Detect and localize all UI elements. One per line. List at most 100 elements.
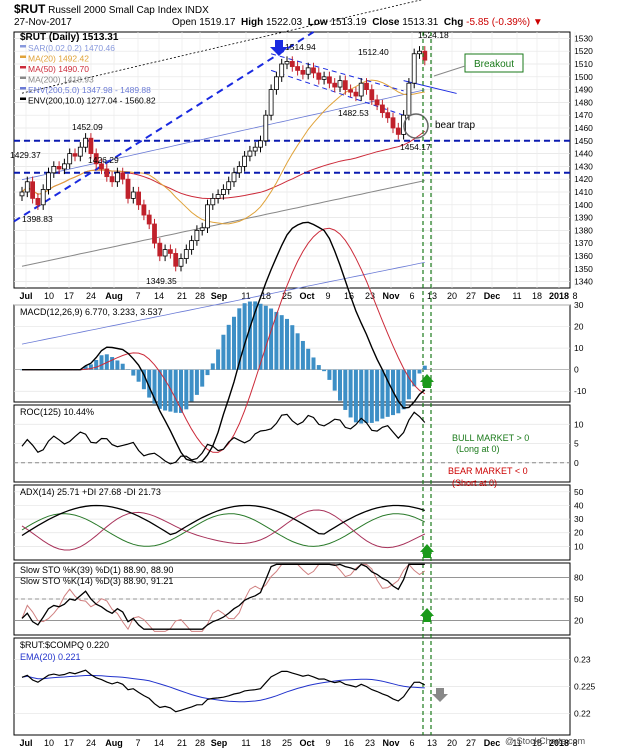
- down-arrow-icon: ▼: [532, 17, 543, 28]
- y-tick-label: 30: [574, 514, 584, 524]
- candle-body: [199, 227, 205, 231]
- macd-hist-bar: [274, 311, 279, 370]
- minus-di-line: [21, 509, 426, 551]
- macd-hist-bar: [295, 333, 300, 370]
- candle-body: [141, 204, 147, 216]
- legend-label: MA(50) 1490.70: [28, 64, 89, 74]
- x-tick-label: 9: [325, 291, 330, 301]
- exchange: INDX: [184, 5, 209, 16]
- macd-hist-bar: [88, 364, 93, 370]
- macd-hist-bar: [110, 357, 115, 370]
- price-annotation: 1426.29: [88, 155, 119, 165]
- candle-body: [289, 61, 295, 67]
- panel-frame-3: [13, 484, 571, 561]
- y-tick-label: 0.225: [574, 682, 596, 692]
- candle-body: [247, 150, 253, 157]
- y-tick-label: 20: [574, 322, 584, 332]
- candle-body: [162, 249, 168, 257]
- x-tick-label: Dec: [484, 291, 501, 301]
- x-tick-label: 11: [241, 738, 250, 748]
- macd-hist-bar: [348, 369, 353, 418]
- y-tick-label: 1390: [574, 213, 593, 223]
- candle-body: [374, 99, 380, 106]
- candle-body: [342, 80, 348, 90]
- macd-hist-bar: [422, 365, 427, 370]
- x-tick-label: 8: [572, 738, 577, 748]
- legend-swatch: [20, 76, 26, 79]
- candle-body: [379, 104, 385, 114]
- candle-body: [252, 146, 258, 152]
- candle-body: [46, 172, 51, 190]
- macd-hist-bar: [221, 334, 226, 370]
- macd-hist-bar: [189, 369, 194, 402]
- x-tick-label: 11: [512, 738, 521, 748]
- x-tick-label: 23: [365, 738, 375, 748]
- macd-hist-bar: [332, 369, 337, 391]
- macd-hist-bar: [131, 369, 136, 376]
- macd-hist-bar: [359, 369, 364, 424]
- candle-body: [231, 172, 237, 183]
- macd-hist-bar: [343, 369, 348, 410]
- candle-body: [72, 153, 78, 157]
- x-tick-label: 14: [154, 291, 164, 301]
- bear-market-note: BEAR MARKET < 0: [448, 466, 528, 476]
- roc-line: [21, 411, 426, 465]
- y-tick-label: 1370: [574, 238, 593, 248]
- price-annotation: 1514.94: [285, 42, 316, 52]
- y-tick-label: 0.22: [574, 708, 591, 718]
- legend-swatch: [20, 55, 26, 58]
- x-tick-label: Sep: [211, 738, 228, 748]
- candle-body: [321, 76, 327, 80]
- candle-body: [337, 80, 343, 88]
- macd-hist-bar: [316, 365, 321, 370]
- legend-swatch: [20, 97, 26, 100]
- x-tick-label: 8: [572, 291, 577, 301]
- adx-title: ADX(14) 25.71 +DI 27.68 -DI 21.73: [20, 487, 161, 497]
- macd-line: [22, 221, 426, 464]
- macd-hist-bar: [306, 348, 311, 370]
- candle-body: [258, 140, 263, 148]
- price-annotation: 1482.53: [338, 108, 369, 118]
- macd-hist-bar: [385, 369, 390, 417]
- x-tick-label: Aug: [105, 738, 123, 748]
- candle-body: [242, 155, 248, 167]
- y-tick-label: 20: [574, 616, 584, 626]
- x-tick-label: 11: [512, 291, 521, 301]
- y-tick-label: 1430: [574, 161, 593, 171]
- macd-hist-bar: [369, 369, 374, 423]
- bear-trap-label: bear trap: [435, 120, 475, 131]
- x-tick-label: 6: [409, 291, 414, 301]
- candle-body: [178, 258, 184, 267]
- macd-hist-bar: [290, 325, 295, 370]
- macd-hist-bar: [232, 316, 236, 370]
- index-name: Russell 2000 Small Cap Index: [48, 5, 183, 16]
- x-tick-label: Dec: [484, 738, 501, 748]
- y-tick-label: 10: [574, 343, 584, 353]
- macd-hist-bar: [253, 301, 258, 370]
- x-tick-label: 18: [532, 738, 542, 748]
- candle-body: [35, 197, 41, 206]
- x-tick-label: Oct: [299, 291, 314, 301]
- candle-body: [395, 127, 401, 135]
- candle-body: [83, 137, 88, 148]
- candle-body: [88, 137, 94, 155]
- macd-hist-bar: [147, 369, 152, 398]
- x-tick-label: 18: [261, 738, 271, 748]
- candle-body: [316, 72, 322, 80]
- macd-hist-bar: [237, 308, 242, 370]
- x-tick-label: 27: [466, 291, 476, 301]
- macd-hist-bar: [269, 308, 274, 370]
- macd-hist-bar: [412, 369, 417, 387]
- sto-title-2: Slow STO %K(14) %D(3) 88.90, 91.21: [20, 576, 173, 586]
- x-tick-label: 13: [427, 291, 437, 301]
- x-tick-label: 28: [195, 291, 205, 301]
- y-tick-label: 0: [574, 458, 579, 468]
- candle-body: [369, 89, 375, 101]
- candle-body: [417, 50, 422, 55]
- y-tick-label: -10: [574, 386, 587, 396]
- candle-body: [104, 168, 110, 178]
- down-arrow-icon: [432, 688, 448, 702]
- candle-body: [19, 191, 25, 197]
- y-tick-label: 1360: [574, 251, 593, 261]
